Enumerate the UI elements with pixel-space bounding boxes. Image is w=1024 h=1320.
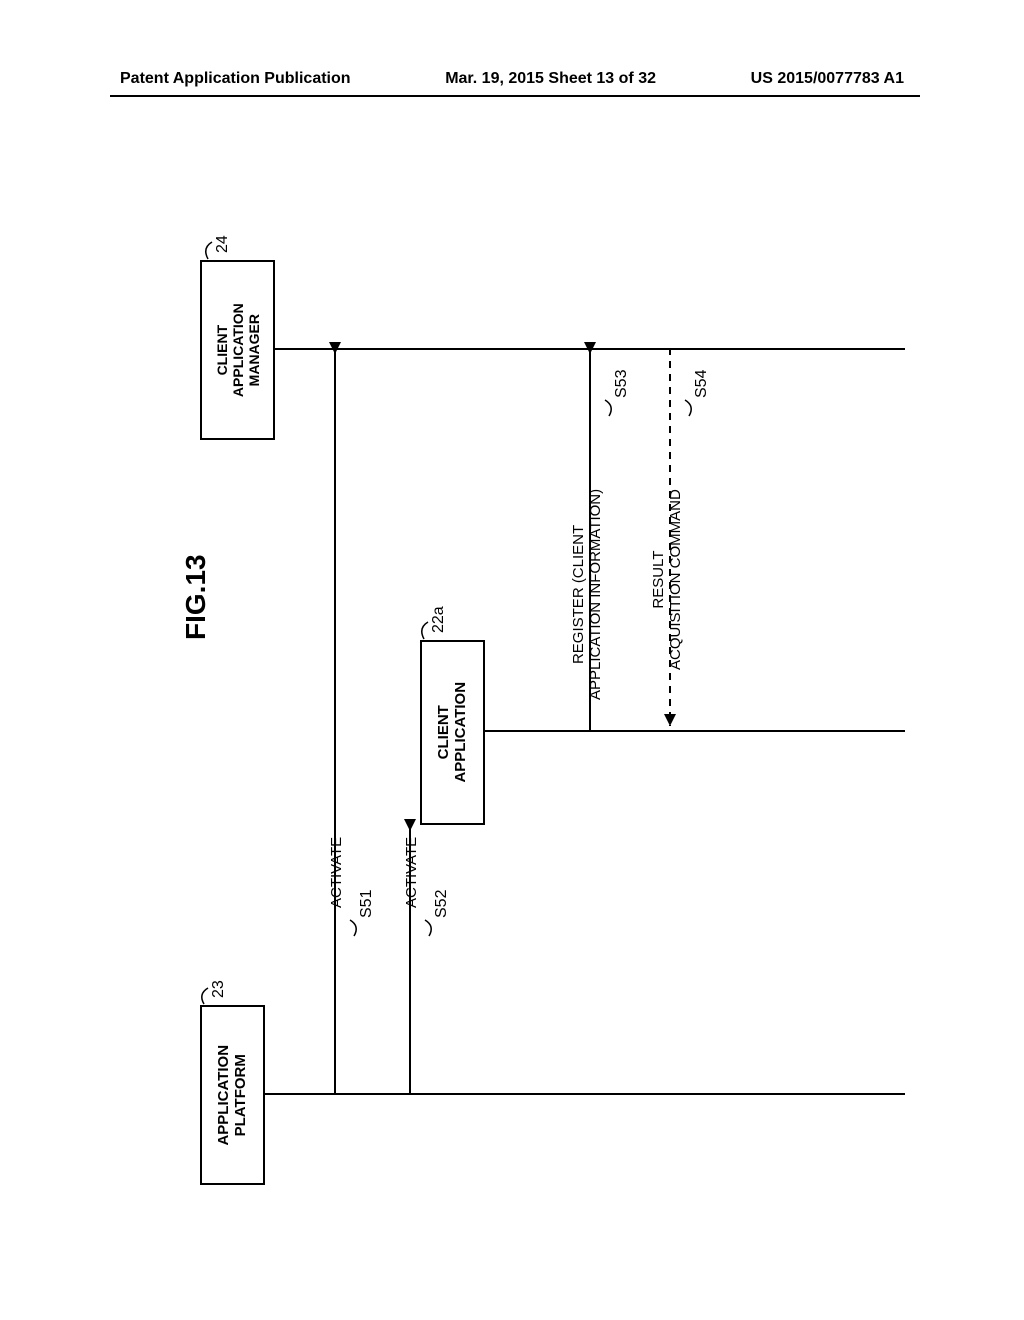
msg-ref-s54: S54 [693, 370, 711, 398]
ref-curve-s53 [605, 400, 611, 416]
sequence-diagram: APPLICATIONPLATFORM 23 CLIENTAPPLICATION… [200, 220, 920, 1160]
header-rule [110, 95, 920, 97]
ref-curve-s54 [685, 400, 691, 416]
ref-curve-24 [206, 242, 212, 259]
header-left: Patent Application Publication [120, 70, 351, 88]
page-header: Patent Application Publication Mar. 19, … [0, 70, 1024, 88]
msg-ref-s53: S53 [613, 370, 631, 398]
ref-curve-22a [422, 622, 428, 639]
msg-label-s54: RESULTACQUISITION COMMAND [650, 489, 685, 670]
header-right: US 2015/0077783 A1 [751, 70, 904, 88]
msg-ref-s51: S51 [358, 890, 376, 918]
ref-curve-s52 [425, 920, 431, 936]
msg-ref-s52: S52 [433, 890, 451, 918]
msg-label-s53: REGISTER (CLIENTAPPLICATION INFORMATION) [570, 489, 605, 700]
msg-label-s52: ACTIVATE [403, 837, 420, 908]
header-center: Mar. 19, 2015 Sheet 13 of 32 [445, 70, 656, 88]
ref-curve-23 [202, 988, 208, 1004]
msg-label-s51: ACTIVATE [328, 837, 345, 908]
ref-curve-s51 [350, 920, 356, 936]
diagram-overlay [200, 220, 920, 1160]
